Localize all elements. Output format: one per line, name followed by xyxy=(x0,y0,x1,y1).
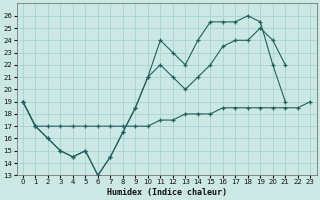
X-axis label: Humidex (Indice chaleur): Humidex (Indice chaleur) xyxy=(107,188,227,197)
